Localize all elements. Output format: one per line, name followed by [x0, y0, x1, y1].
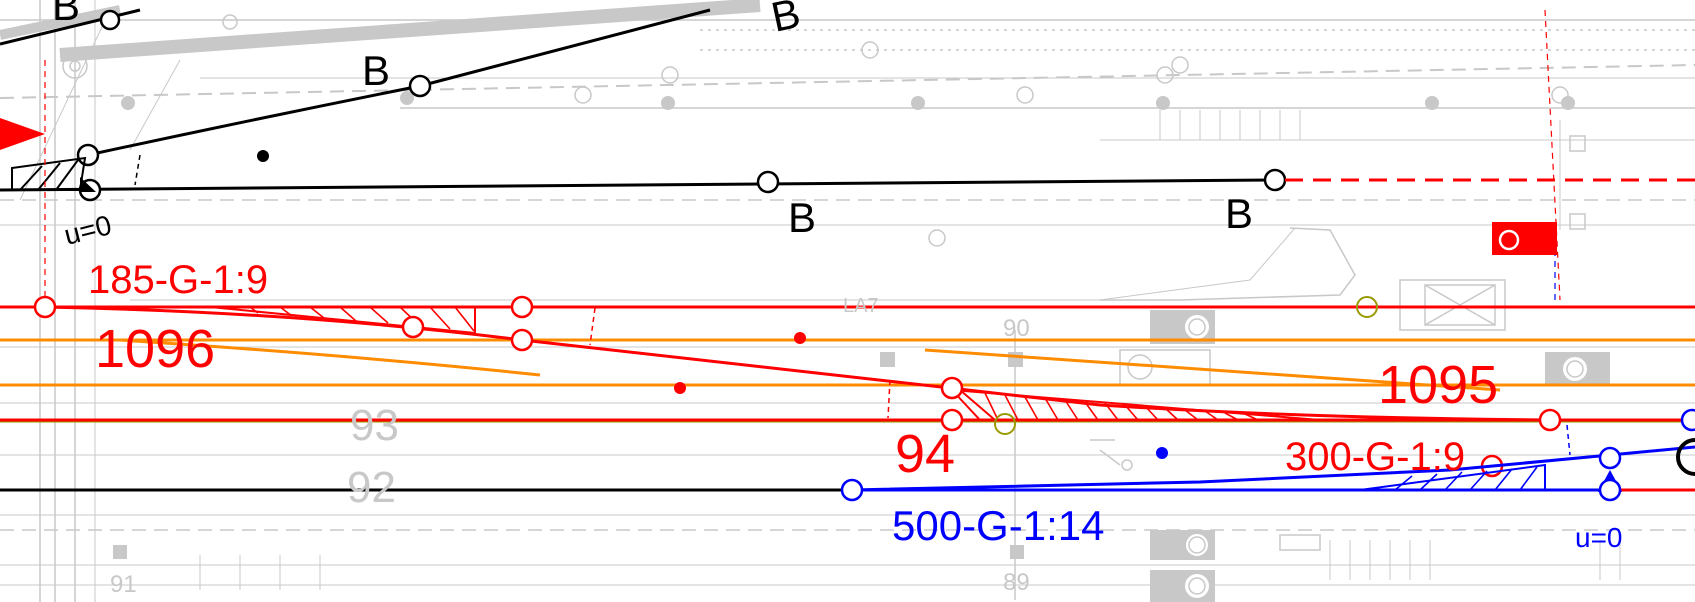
hatched-frog-94	[949, 388, 1321, 421]
red-triangle-arrow-icon	[0, 118, 45, 150]
label-u0-right: u=0	[1575, 522, 1623, 553]
label-switch-185: 185-G-1:9	[88, 258, 268, 302]
label-gray-89: 89	[1003, 569, 1030, 596]
label-u0-left: u=0	[61, 209, 115, 251]
label-b-top-left: B	[52, 0, 80, 29]
hatched-frog-500	[1359, 463, 1546, 491]
red-tracks	[0, 118, 1695, 492]
hatched-block	[11, 156, 87, 191]
label-switch-500: 500-G-1:14	[892, 502, 1104, 549]
red-signal-box-icon	[1492, 222, 1557, 255]
black-tracks	[0, 8, 1287, 492]
label-track-92: 92	[347, 463, 396, 512]
black-dot	[257, 150, 269, 162]
label-switch-300: 300-G-1:9	[1285, 435, 1465, 479]
blue-tracks	[840, 408, 1695, 502]
labels: B B B B B u=0 185-G-1:9 1096 1095 94 300…	[52, 0, 1623, 598]
label-track-93: 93	[350, 401, 399, 450]
label-b-middle: B	[788, 194, 816, 241]
label-b-upper: B	[362, 47, 390, 94]
label-gray-90: 90	[1003, 315, 1030, 342]
label-gray-91: 91	[110, 571, 137, 598]
label-1095: 1095	[1378, 355, 1498, 415]
hatched-frog-185	[209, 306, 476, 335]
label-b-right: B	[1225, 190, 1253, 237]
orange-tracks	[0, 338, 1695, 392]
label-1096: 1096	[95, 319, 215, 379]
label-b-top-right: B	[767, 0, 804, 41]
label-94: 94	[895, 424, 955, 484]
label-gray-la7: LA7	[843, 295, 879, 317]
